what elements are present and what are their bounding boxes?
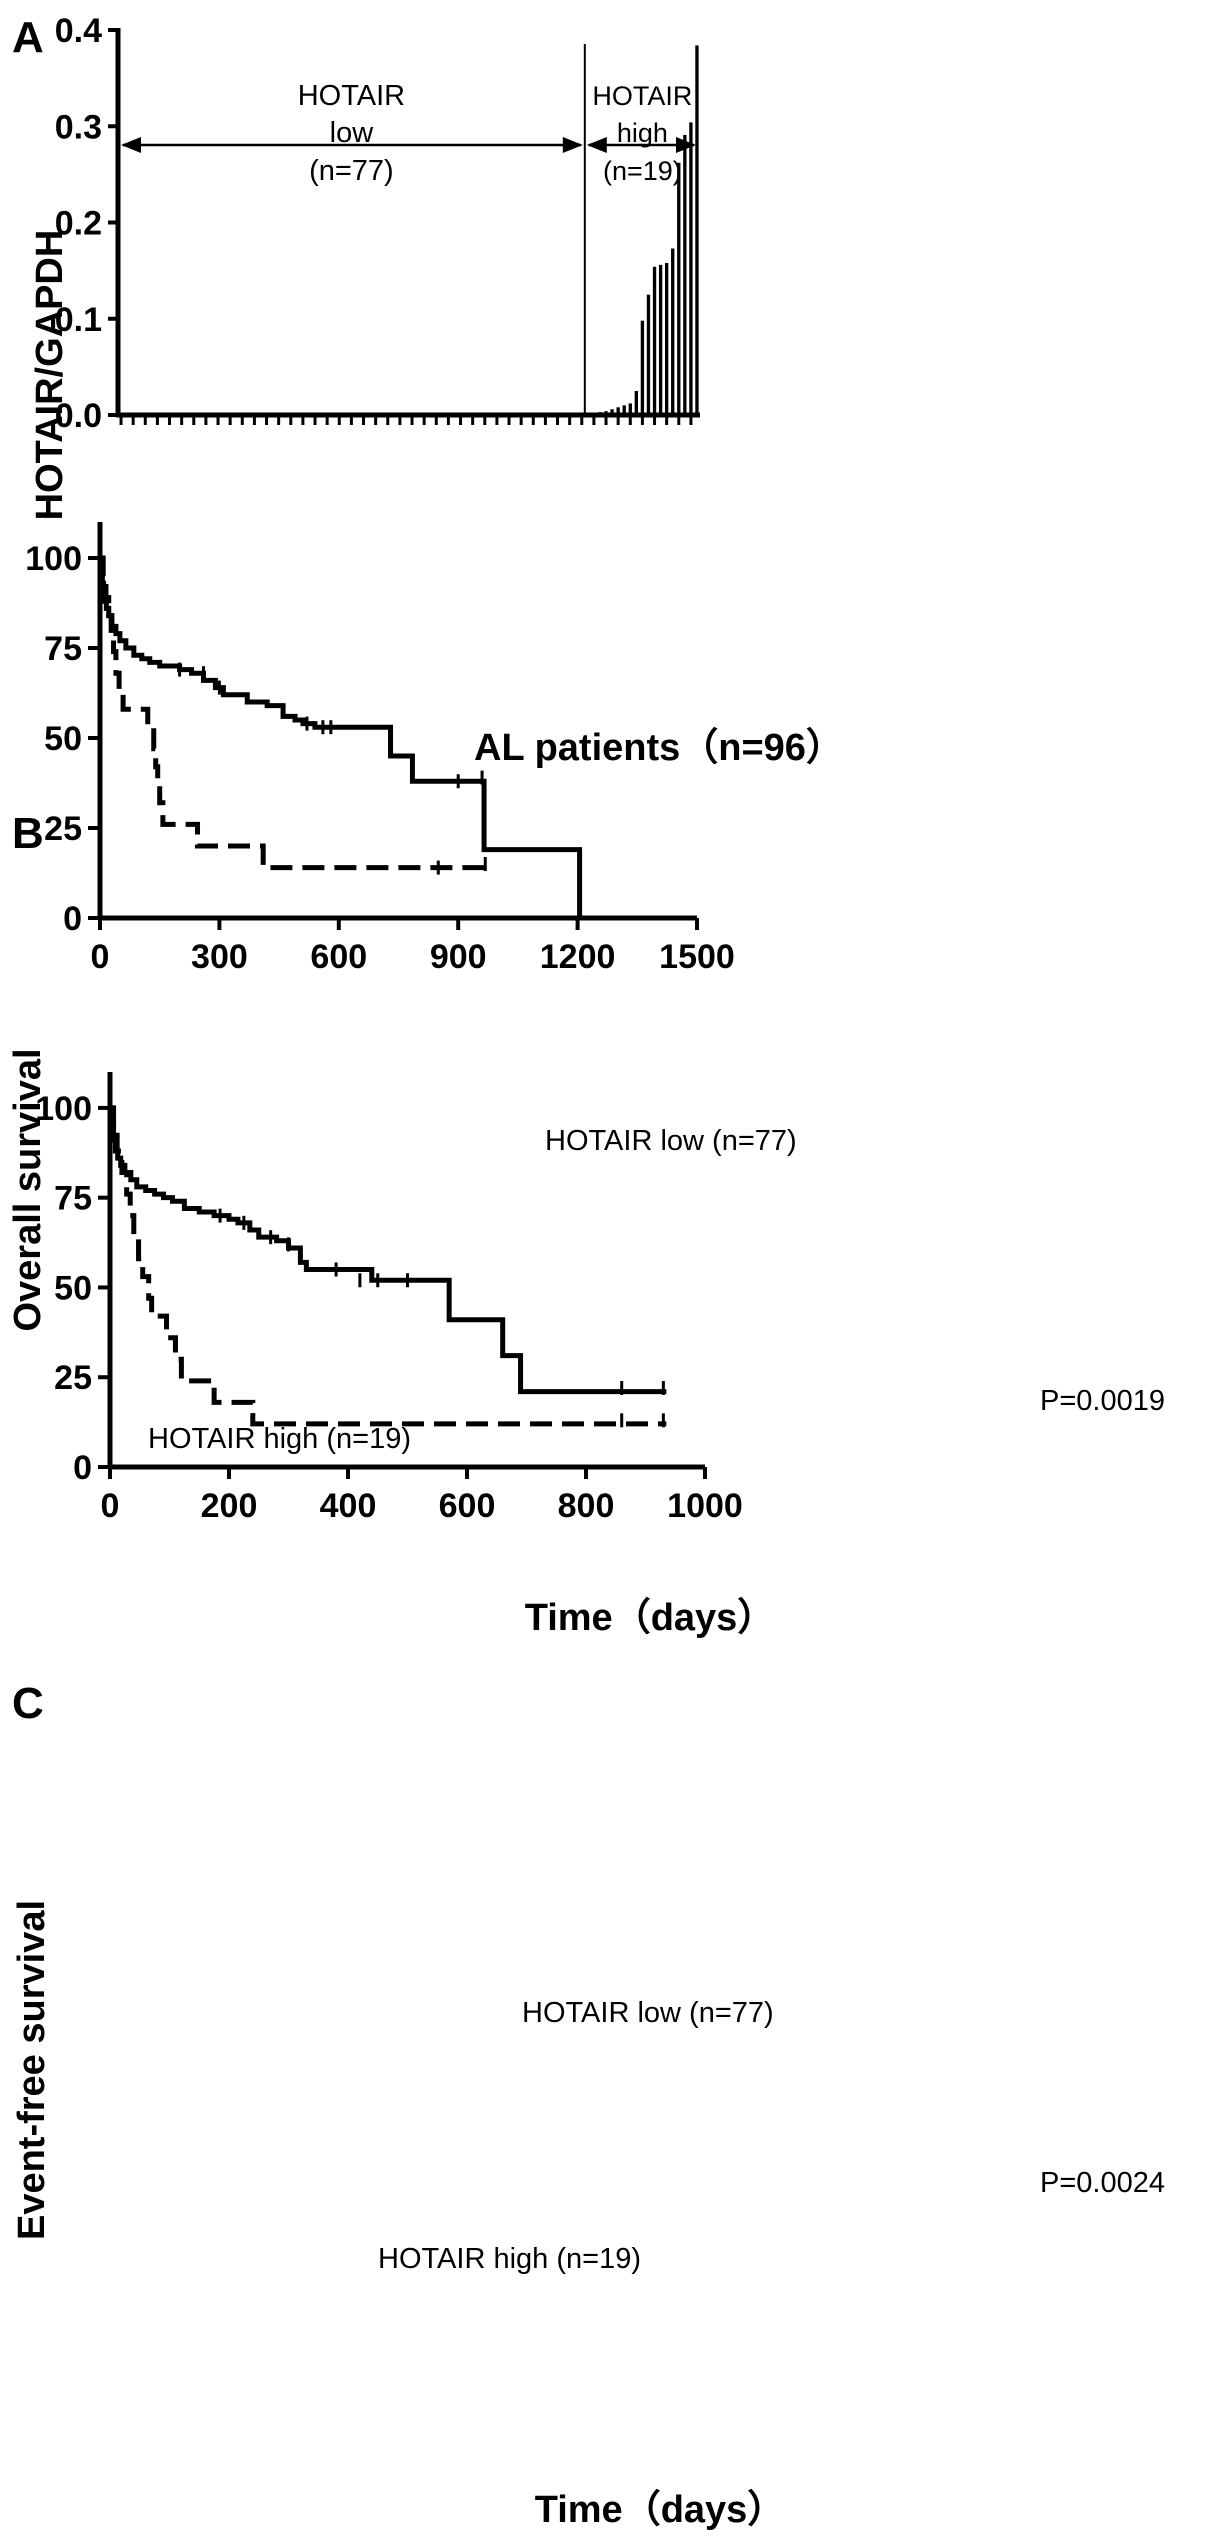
- panel-c-p-value: P=0.0024: [1040, 2167, 1165, 2199]
- panel-a-bar: [677, 162, 681, 415]
- panel-b-x-tick-label: 300: [191, 938, 248, 976]
- panel-c-x-tick-label: 200: [201, 1487, 258, 1525]
- panel-b-p-value: P=0.0019: [1040, 1385, 1165, 1417]
- panel-a-bar: [604, 411, 608, 415]
- panel-b-y-tick-label: 25: [44, 810, 82, 848]
- panel-a-bar: [634, 390, 639, 415]
- panel-a-bar: [598, 412, 602, 415]
- panel-a-bar: [658, 264, 663, 415]
- panel-a-high-group-label: HOTAIR: [592, 81, 692, 111]
- panel-a-y-tick-label: 0.4: [55, 12, 102, 50]
- panel-b-x-tick-label: 1500: [659, 938, 735, 976]
- panel-a-y-tick-label: 0.3: [55, 108, 102, 146]
- panel-c-x-axis-title: Time（days）: [535, 2489, 786, 2531]
- panel-a-bar: [671, 248, 675, 415]
- panel-a-bar: [628, 403, 632, 415]
- panel-b-x-axis-title: Time（days）: [525, 1597, 776, 1639]
- panel-a-bar: [610, 409, 614, 415]
- panel-b-low-series-line: [98, 555, 583, 918]
- panel-a-letter: A: [12, 13, 44, 62]
- panel-c-y-tick-label: 75: [54, 1180, 92, 1218]
- panel-b-x-tick-label: 900: [430, 938, 487, 976]
- panel-b-x-tick-label: 0: [91, 938, 110, 976]
- panel-c-x-tick-label: 600: [439, 1487, 496, 1525]
- panel-b-y-axis-title: Overall survival: [7, 1048, 49, 1331]
- panel-a-low-group-label: HOTAIR: [298, 80, 405, 112]
- panel-c-y-axis-title: Event-free survival: [11, 1900, 53, 2240]
- panel-c-series: [109, 1105, 667, 1428]
- panel-a-bar-chart: A 0.0 0.1 0.2 0.3 0.4 HOTAIR low (n=77) HOTAIR h…: [12, 12, 844, 769]
- panel-b-x-tick-label: 600: [310, 938, 367, 976]
- panel-a-bar: [592, 413, 596, 415]
- panel-c-y-tick-label: 100: [35, 1090, 92, 1128]
- panel-a-annotations: HOTAIR low (n=77) HOTAIR high (n=19): [121, 44, 696, 415]
- panel-b-series: [98, 555, 583, 918]
- panel-b-letter: B: [12, 809, 44, 858]
- panel-c-y-tick-label: 0: [73, 1449, 92, 1487]
- panel-a-bar: [695, 45, 699, 416]
- panel-b-high-series-line: [100, 555, 486, 871]
- panel-a-y-axis-title: HOTAIR/GAPDH: [29, 230, 71, 521]
- panel-a-high-group-arrow-head-right: [676, 137, 696, 153]
- panel-c-x-tick-label: 400: [320, 1487, 377, 1525]
- panel-a-bar: [664, 262, 669, 415]
- panel-a-bar: [646, 294, 651, 415]
- panel-a-bars: [586, 45, 699, 416]
- panel-a-y-tick-label: 0.0: [55, 397, 102, 435]
- panel-a-y-tick-label: 0.2: [55, 205, 102, 243]
- panel-c-x-tick-label: 1000: [667, 1487, 743, 1525]
- panel-b-high-series-label: HOTAIR high (n=19): [148, 1423, 411, 1455]
- panel-a-low-group-arrow-head-left: [121, 137, 141, 153]
- panel-b-y-tick-label: 75: [44, 630, 82, 668]
- panel-c-y-tick-label: 25: [54, 1359, 92, 1397]
- panel-b-axes: 0 25 50 75 100 0 300 600 900 1200 1500: [25, 522, 735, 976]
- panel-a-high-group-label: (n=19): [603, 156, 682, 186]
- panel-b-y-tick-label: 100: [25, 540, 82, 578]
- panel-c-x-tick-label: 0: [101, 1487, 120, 1525]
- panel-a-bar: [652, 266, 657, 415]
- panel-c-y-tick-label: 50: [54, 1269, 92, 1307]
- panel-a-y-tick-label: 0.1: [55, 301, 102, 339]
- panel-b-y-tick-label: 50: [44, 720, 82, 758]
- panel-a-bar: [689, 122, 693, 416]
- panel-a-high-group-label: high: [617, 118, 668, 148]
- panel-a-bar: [622, 405, 626, 415]
- panel-a-low-group-label: low: [330, 117, 375, 149]
- panel-a-bar: [683, 134, 687, 415]
- panel-b-y-tick-label: 0: [63, 900, 82, 938]
- panel-c-letter: C: [12, 1679, 44, 1728]
- panel-a-bar: [616, 407, 620, 415]
- panel-c-high-series-line: [110, 1105, 667, 1427]
- panel-c-low-series-label: HOTAIR low (n=77): [522, 1997, 774, 2029]
- panel-a-low-group-label: (n=77): [309, 155, 394, 187]
- panel-a-x-axis-title: AL patients（n=96）: [474, 727, 844, 769]
- panel-a-bar: [586, 414, 590, 415]
- panel-c-x-tick-label: 800: [558, 1487, 615, 1525]
- panel-c-high-series-label: HOTAIR high (n=19): [378, 2243, 641, 2275]
- panel-a-low-group-arrow-head-right: [562, 137, 583, 153]
- panel-a-high-group-arrow-head-left: [586, 137, 607, 153]
- panel-a-bar: [640, 320, 645, 415]
- panel-b-x-tick-label: 1200: [540, 938, 616, 976]
- panel-a-axes: 0.0 0.1 0.2 0.3 0.4: [55, 12, 700, 435]
- panel-b-low-series-label: HOTAIR low (n=77): [545, 1125, 797, 1157]
